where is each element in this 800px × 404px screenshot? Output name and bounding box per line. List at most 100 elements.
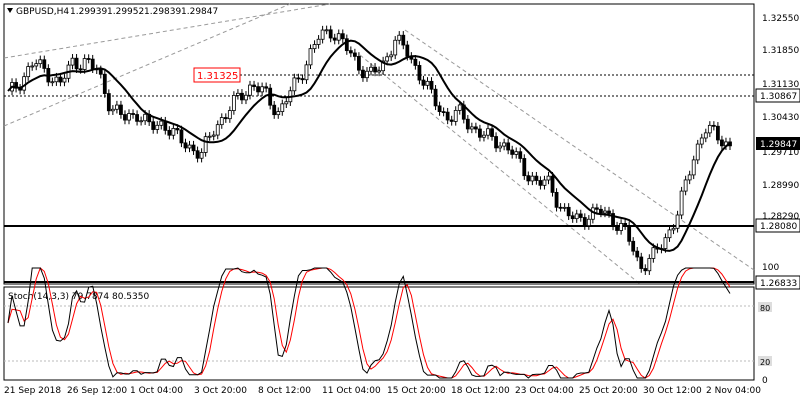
- candle-body: [607, 210, 611, 214]
- time-label: 26 Sep 12:00: [67, 386, 127, 396]
- price-tick: 1.28290: [762, 212, 799, 222]
- candle-body: [550, 175, 555, 193]
- candle-body: [187, 144, 192, 149]
- candle-body: [401, 34, 406, 46]
- candle-body: [490, 128, 494, 137]
- moving-average-line: [7, 39, 731, 252]
- candle-body: [566, 206, 571, 217]
- symbol-label: GBPUSD,H4: [16, 7, 69, 17]
- price-tick: 1.30430: [762, 113, 799, 123]
- resistance-label-box: [193, 67, 241, 83]
- candle-body: [603, 210, 607, 214]
- candle-body: [336, 33, 341, 41]
- candle-body: [332, 37, 337, 41]
- candle-body: [510, 149, 515, 155]
- candle-body: [582, 217, 587, 227]
- candle-body: [627, 225, 632, 242]
- candle-body: [425, 80, 430, 86]
- candle-body: [526, 175, 531, 182]
- collapse-triangle-icon[interactable]: [7, 8, 13, 13]
- candle-body: [611, 213, 615, 227]
- open-value: 1.29939: [70, 7, 107, 17]
- candle-body: [643, 268, 648, 272]
- price-tick: 1.32550: [762, 14, 799, 24]
- price-tick: 1.31850: [762, 46, 799, 56]
- candle-body: [260, 86, 265, 93]
- time-label: 25 Oct 20:00: [579, 386, 638, 396]
- candle-body: [292, 77, 297, 92]
- level-marker-130867: 1.30867: [755, 88, 800, 103]
- candle-body: [320, 29, 325, 40]
- candle-body: [506, 142, 511, 151]
- candle-body: [502, 142, 507, 147]
- candle-body: [465, 118, 470, 130]
- candle-body: [352, 52, 357, 57]
- candle-body: [159, 120, 164, 126]
- candle-body: [574, 213, 579, 220]
- candle-body: [115, 104, 119, 110]
- time-label: 2 Nov 04:00: [706, 386, 761, 396]
- candle-body: [675, 214, 680, 229]
- candle-body: [381, 60, 386, 72]
- low-value: 1.29839: [144, 7, 181, 17]
- candle-body: [227, 110, 232, 120]
- candlesticks: [10, 25, 732, 275]
- current-price-marker: 1.29847: [756, 137, 800, 150]
- candle-body: [304, 64, 309, 81]
- candle-body: [179, 129, 184, 144]
- candle-body: [546, 175, 551, 181]
- candle-body: [534, 175, 539, 181]
- close-value: 1.29847: [181, 7, 218, 17]
- candle-body: [207, 135, 212, 138]
- time-label: 15 Oct 20:00: [387, 386, 446, 396]
- candle-body: [22, 76, 27, 91]
- candle-body: [316, 38, 321, 45]
- candle-body: [78, 68, 83, 71]
- candle-body: [361, 69, 365, 79]
- candle-body: [413, 58, 418, 66]
- candle-body: [284, 101, 289, 105]
- candle-body: [155, 124, 160, 130]
- candle-body: [494, 136, 498, 149]
- candle-body: [671, 227, 676, 231]
- candle-body: [570, 215, 575, 220]
- candle-body: [578, 213, 583, 218]
- stochastic-panel-frame: [3, 286, 755, 381]
- candle-body: [453, 110, 458, 122]
- candle-body: [691, 159, 696, 176]
- svg-text:80: 80: [760, 304, 770, 313]
- candle-body: [707, 124, 712, 134]
- candle-body: [433, 88, 438, 107]
- price-tick: 1.29710: [762, 148, 799, 158]
- svg-text:1.30867: 1.30867: [760, 92, 797, 102]
- candle-body: [635, 250, 640, 258]
- candle-body: [191, 144, 196, 152]
- candle-body: [203, 136, 208, 153]
- candle-body: [594, 207, 599, 210]
- candle-body: [437, 105, 442, 113]
- candle-body: [135, 114, 139, 122]
- candle-body: [231, 94, 236, 111]
- candle-body: [74, 57, 79, 70]
- candle-body: [280, 103, 285, 112]
- candle-body: [389, 54, 394, 58]
- candle-body: [369, 66, 373, 72]
- candle-body: [324, 29, 329, 32]
- resistance-label: 1.31325: [197, 71, 238, 82]
- candle-body: [268, 87, 273, 106]
- candle-body: [449, 119, 454, 122]
- candle-body: [102, 73, 107, 94]
- candle-body: [518, 151, 523, 159]
- candle-body: [631, 240, 636, 252]
- candle-body: [683, 179, 688, 192]
- candle-body: [720, 139, 724, 147]
- candle-body: [586, 218, 591, 227]
- time-label: 18 Oct 12:00: [451, 386, 510, 396]
- channel-lines: [3, 3, 755, 285]
- candle-body: [558, 206, 563, 209]
- candle-body: [143, 113, 148, 122]
- candle-body: [457, 104, 462, 111]
- candle-body: [98, 69, 103, 75]
